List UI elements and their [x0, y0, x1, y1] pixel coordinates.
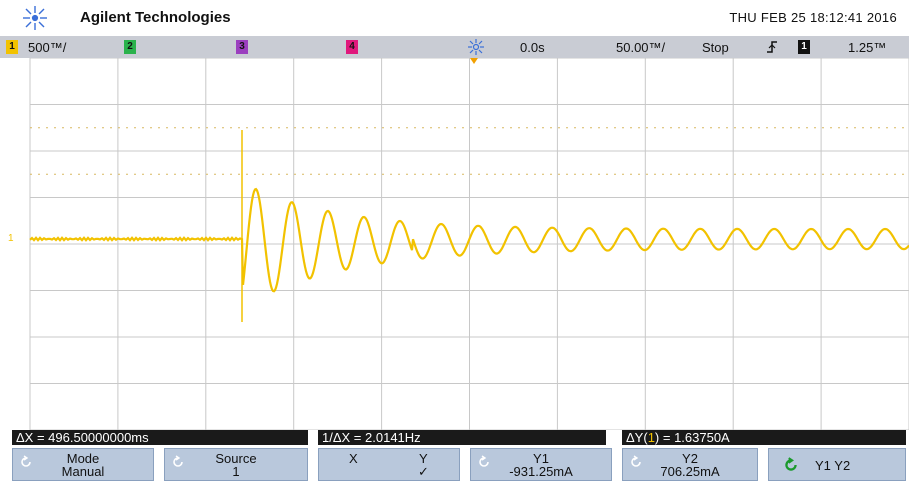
- rotate-knob-icon: [479, 455, 489, 467]
- graticule: [29, 58, 909, 430]
- rotate-knob-icon: [631, 455, 641, 467]
- channel-2-indicator[interactable]: 2: [124, 40, 136, 54]
- y1-y2-softkey[interactable]: Y1 Y2: [768, 448, 906, 481]
- timebase-scale: 50.00™/: [616, 40, 666, 55]
- y1-value: -931.25mA: [509, 464, 573, 479]
- trigger-edge-icon: [767, 41, 777, 53]
- channel-1-ground-marker: 1: [8, 233, 14, 244]
- rotate-knob-icon: [173, 455, 183, 467]
- delta-y-prefix: ΔY(: [626, 430, 648, 445]
- run-state: Stop: [702, 40, 729, 55]
- delay-sun-icon: [468, 39, 484, 55]
- y1-label: Y1: [533, 451, 549, 466]
- delta-y-value: ) = 1.63750A: [654, 430, 730, 445]
- waveform-display: 1: [0, 58, 909, 430]
- horizontal-delay: 0.0s: [520, 40, 545, 55]
- x-option: X: [349, 451, 358, 466]
- delta-y-readout: ΔY(1) = 1.63750A: [622, 430, 906, 445]
- y1-y2-label: Y1 Y2: [815, 458, 851, 473]
- source-value: 1: [232, 464, 240, 479]
- trigger-level: 1.25™: [848, 40, 887, 55]
- delta-y-channel: 1: [647, 430, 655, 445]
- source-label: Source: [215, 451, 257, 466]
- channel-3-indicator[interactable]: 3: [236, 40, 248, 54]
- channel-1-indicator[interactable]: 1: [6, 40, 18, 54]
- y1-softkey[interactable]: Y1 -931.25mA: [470, 448, 612, 481]
- header-bar: Agilent Technologies THU FEB 25 18:12:41…: [0, 0, 909, 36]
- channel-1-trace: [29, 187, 909, 293]
- y2-softkey[interactable]: Y2 706.25mA: [622, 448, 758, 481]
- inverse-delta-x-readout: 1/ΔX = 2.0141Hz: [318, 430, 606, 445]
- trigger-position-marker: [470, 58, 478, 64]
- source-softkey[interactable]: Source 1: [164, 448, 308, 481]
- y-selected-check: ✓: [418, 464, 429, 479]
- status-bar: 1 500™/ 2 3 4 0.0s 50.00™/ Stop 1 1.25™: [0, 36, 909, 58]
- rotate-knob-active-icon: [785, 457, 797, 471]
- mode-value: Manual: [61, 464, 105, 479]
- mode-softkey[interactable]: Mode Manual: [12, 448, 154, 481]
- cursor-measurements: ΔX = 496.50000000ms 1/ΔX = 2.0141Hz ΔY(1…: [0, 430, 909, 445]
- softkey-bar: Mode Manual Source 1 X Y ✓ Y1 -931.25mA …: [0, 445, 909, 483]
- mode-label: Mode: [66, 451, 100, 466]
- y-option: Y: [419, 451, 428, 466]
- xy-softkey[interactable]: X Y ✓: [318, 448, 460, 481]
- rotate-knob-icon: [21, 455, 31, 467]
- trigger-channel-indicator: 1: [798, 40, 810, 54]
- y2-label: Y2: [682, 451, 698, 466]
- channel-4-indicator[interactable]: 4: [346, 40, 358, 54]
- brand-name: Agilent Technologies: [80, 9, 231, 26]
- datetime-readout: THU FEB 25 18:12:41 2016: [729, 10, 897, 25]
- delta-x-readout: ΔX = 496.50000000ms: [12, 430, 308, 445]
- y2-value: 706.25mA: [660, 464, 720, 479]
- channel-1-scale: 500™/: [28, 40, 67, 55]
- agilent-spark-icon: [23, 6, 47, 30]
